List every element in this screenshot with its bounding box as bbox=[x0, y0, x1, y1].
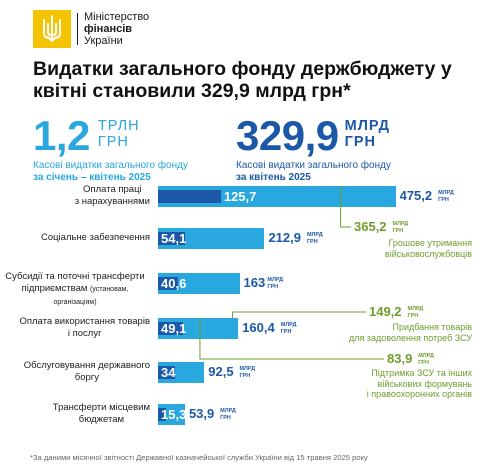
category-label: Оплата праці з нарахуваннями bbox=[75, 184, 150, 208]
military-annotation-unit-line2: ГРН bbox=[418, 359, 429, 366]
bar-april bbox=[158, 365, 175, 379]
military-annotation-caption: Придбання товарів для задоволення потреб … bbox=[349, 322, 472, 343]
bar-unit-line2: ГРН bbox=[306, 238, 318, 245]
bar-unit-line2: ГРН bbox=[438, 196, 449, 203]
headline-jan-apr-unit-line2: ГРН bbox=[97, 134, 129, 150]
headline-jan-apr-caption-period: за січень – квітень 2025 bbox=[33, 172, 151, 183]
military-annotation-value: 365,2 bbox=[354, 219, 387, 234]
bar-april-value: 49,1 bbox=[161, 320, 187, 336]
headline-april: 329,9 МЛРД ГРН Касові видатки загального… bbox=[236, 114, 391, 184]
bar-jan-apr-value: 163 bbox=[243, 275, 266, 290]
bar-unit-line2: ГРН bbox=[267, 283, 279, 290]
headline-jan-apr-caption: Касові видатки загального фонду за січен… bbox=[33, 160, 188, 184]
military-annotation-unit-line2: ГРН bbox=[407, 312, 419, 319]
headline-april-unit: МЛРД ГРН bbox=[345, 118, 390, 150]
category-label-line2: підприємствам bbox=[21, 283, 88, 294]
bar-april-value: 125,7 bbox=[223, 188, 257, 204]
bar-unit-line2: ГРН bbox=[280, 328, 292, 335]
bar-jan-apr-value: 53,9 bbox=[188, 406, 215, 421]
military-annotation-caption-line1: Грошове утримання bbox=[388, 238, 472, 248]
bar-unit-line1: МЛРД bbox=[267, 277, 284, 283]
ministry-logo: Міністерство фінансів України bbox=[33, 10, 149, 48]
bar-april-value: 54,1 bbox=[161, 230, 187, 246]
trident-icon bbox=[33, 10, 71, 48]
headline-jan-apr: 1,2 ТРЛН ГРН Касові видатки загального ф… bbox=[33, 114, 188, 184]
headline-april-caption-text: Касові видатки загального фонду bbox=[236, 160, 391, 171]
military-annotation-unit-line1: МЛРД bbox=[418, 353, 434, 359]
ministry-name-line1: Міністерство bbox=[84, 11, 150, 23]
military-annotation-caption-line2: військових формувань bbox=[377, 378, 472, 389]
bar-unit-line1: МЛРД bbox=[438, 190, 454, 196]
page-title: Видатки загального фонду держбюджету у к… bbox=[33, 58, 452, 102]
category-label-line1: Обслуговування державного bbox=[23, 360, 150, 371]
headline-april-caption-period: за квітень 2025 bbox=[236, 172, 311, 183]
military-annotation-caption-line3: і правоохоронних органів bbox=[366, 389, 472, 399]
bar-unit-line1: МЛРД bbox=[306, 232, 323, 238]
military-annotation-unit-line1: МЛРД bbox=[407, 306, 424, 312]
bar-april bbox=[158, 231, 186, 245]
military-annotation-caption: Грошове утримання військовослужбовців bbox=[385, 238, 472, 259]
category-label-line1: Субсидії та поточні трансферти bbox=[5, 271, 145, 282]
bar-april bbox=[158, 276, 179, 290]
military-annotation-value: 83,9 bbox=[387, 351, 413, 366]
bar-jan-apr-value: 475,2 bbox=[399, 188, 433, 203]
military-annotation-value: 149,2 bbox=[369, 304, 402, 319]
category-label-line2: бюджетам bbox=[78, 414, 125, 425]
bar-april-value: 15,3 bbox=[161, 406, 187, 422]
category-label-line2: з нарахуваннями bbox=[74, 196, 150, 207]
category-label: Оплата використання товарів і послуг bbox=[19, 316, 150, 340]
headline-april-caption: Касові видатки загального фонду за квіте… bbox=[236, 160, 391, 184]
category-label-line1: Соціальне забезпечення bbox=[40, 232, 150, 243]
headline-jan-apr-value: 1,2 bbox=[33, 112, 90, 159]
military-leader-line bbox=[232, 311, 366, 318]
bar-april bbox=[158, 189, 221, 203]
military-annotation-caption: Підтримка ЗСУ та інших військових формува… bbox=[367, 368, 472, 400]
headline-jan-apr-caption-text: Касові видатки загального фонду bbox=[33, 160, 188, 171]
military-annotation-caption-line2: для задоволення потреб ЗСУ bbox=[349, 332, 472, 343]
bar-jan-apr-value: 92,5 bbox=[208, 364, 234, 379]
bar-unit-line1: МЛРД bbox=[280, 322, 297, 328]
bar-unit-line1: МЛРД bbox=[239, 366, 256, 372]
category-label: Субсидії та поточні трансферти підприємст… bbox=[0, 271, 150, 309]
bar-jan-apr bbox=[158, 272, 240, 294]
logo-divider bbox=[77, 13, 78, 45]
ministry-name-line3: України bbox=[84, 35, 123, 47]
military-annotation-caption-line1: Придбання товарів bbox=[392, 322, 472, 332]
military-annotation-caption-line2: військовослужбовців bbox=[384, 248, 472, 259]
military-annotation-unit-line1: МЛРД bbox=[392, 221, 409, 227]
category-label-line1: Оплата праці bbox=[83, 184, 142, 195]
bar-jan-apr-value: 212,9 bbox=[268, 230, 301, 245]
footnote: *За даними місячної звітності Державної … bbox=[30, 453, 368, 462]
headline-jan-apr-unit: ТРЛН ГРН bbox=[98, 118, 140, 150]
category-label: Обслуговування державного боргу bbox=[24, 360, 150, 384]
bar-unit-line1: МЛРД bbox=[220, 408, 236, 414]
bar-unit-line2: ГРН bbox=[239, 372, 251, 379]
category-label-line1: Трансферти місцевим bbox=[52, 402, 150, 413]
category-label: Трансферти місцевим бюджетам bbox=[53, 402, 150, 426]
category-label-line2: боргу bbox=[74, 372, 99, 383]
bar-april-value: 40,6 bbox=[161, 275, 187, 291]
ministry-name-line2: фінансів bbox=[84, 23, 133, 35]
category-label: Соціальне забезпечення bbox=[41, 232, 150, 244]
military-annotation-caption-line1: Підтримка ЗСУ та інших bbox=[371, 368, 472, 378]
category-label-line2: і послуг bbox=[67, 328, 102, 339]
bar-april bbox=[158, 407, 166, 421]
headline-jan-apr-unit-line1: ТРЛН bbox=[97, 118, 140, 134]
bar-april-value: 34 bbox=[161, 364, 176, 380]
bar-april bbox=[158, 321, 183, 335]
headline-april-unit-line2: ГРН bbox=[344, 134, 376, 150]
bar-jan-apr-value: 160,4 bbox=[242, 320, 275, 335]
headline-april-value: 329,9 bbox=[236, 112, 339, 159]
category-label-line1: Оплата використання товарів bbox=[19, 316, 150, 327]
headline-april-unit-line1: МЛРД bbox=[344, 118, 390, 134]
military-annotation-unit-line2: ГРН bbox=[392, 227, 404, 234]
category-label-note: (установам, організаціям) bbox=[53, 286, 129, 306]
ministry-name: Міністерство фінансів України bbox=[84, 11, 149, 47]
bar-unit-line2: ГРН bbox=[220, 414, 231, 421]
